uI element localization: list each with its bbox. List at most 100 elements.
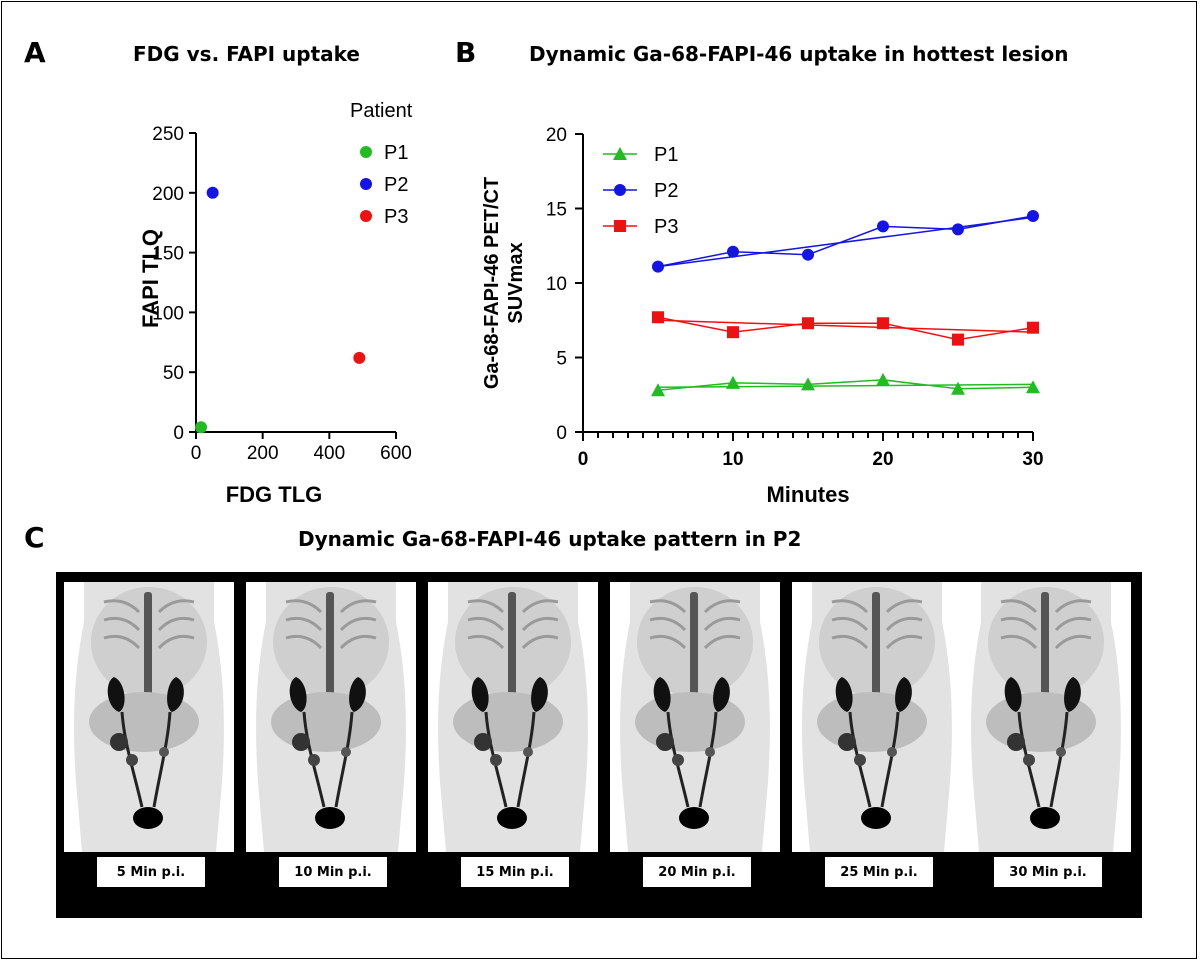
pet-image-10min xyxy=(246,582,416,852)
data-point-p3 xyxy=(652,311,664,324)
lesion xyxy=(341,747,351,757)
lesion xyxy=(308,754,320,766)
y-tick-label: 50 xyxy=(163,363,184,384)
pet-scan-image xyxy=(802,582,952,852)
rib-lines xyxy=(831,599,923,650)
legend-marker xyxy=(360,210,372,222)
lesion xyxy=(523,747,533,757)
x-tick-label: 20 xyxy=(872,449,893,470)
data-point-p3 xyxy=(802,317,814,330)
left-kidney xyxy=(835,677,853,712)
legend-marker xyxy=(614,220,626,232)
data-point-p2 xyxy=(877,220,889,233)
abdomen-region xyxy=(635,692,745,752)
legend-marker xyxy=(613,147,627,160)
pet-image-strip: 5 Min p.i. 10 Min p.i. 15 Min p.i. 20 Mi… xyxy=(56,572,1142,918)
pet-image-25min xyxy=(792,582,962,852)
right-kidney xyxy=(1064,677,1081,712)
legend-title: Patient xyxy=(350,100,413,122)
data-point-p2 xyxy=(652,260,664,273)
frame-label-10min: 10 Min p.i. xyxy=(279,857,387,887)
data-point-p1 xyxy=(651,383,665,397)
lesion xyxy=(838,733,856,751)
pet-scan-image xyxy=(620,582,770,852)
x-tick-label: 0 xyxy=(578,449,589,470)
y-tick-label: 15 xyxy=(546,200,567,221)
left-kidney xyxy=(107,677,125,712)
x-axis-title: Minutes xyxy=(766,482,849,507)
lesion xyxy=(292,733,310,751)
lesion xyxy=(854,754,866,766)
legend-marker xyxy=(360,146,372,158)
right-kidney xyxy=(713,677,730,712)
legend-marker xyxy=(614,184,626,196)
lesion xyxy=(126,754,138,766)
x-tick-label: 0 xyxy=(191,443,202,464)
panel-a-letter: A xyxy=(24,36,46,69)
x-tick-label: 30 xyxy=(1022,449,1043,470)
data-point-p3 xyxy=(952,333,964,346)
left-kidney xyxy=(289,677,307,712)
pet-image-15min xyxy=(428,582,598,852)
data-point-p3 xyxy=(877,317,889,330)
lesion xyxy=(1056,747,1066,757)
y-tick-label: 150 xyxy=(152,244,184,265)
x-tick-label: 600 xyxy=(380,443,412,464)
bladder xyxy=(679,807,709,829)
y-tick-label: 200 xyxy=(152,184,184,205)
rib-lines xyxy=(649,599,741,650)
right-kidney xyxy=(531,677,548,712)
y-tick-label: 100 xyxy=(152,303,184,324)
y-tick-label: 20 xyxy=(546,125,567,146)
pet-scan-image xyxy=(74,582,224,852)
pet-image-30min xyxy=(961,582,1131,852)
lesion xyxy=(490,754,502,766)
series-line-p3 xyxy=(657,316,1034,341)
panel-c-letter: C xyxy=(24,521,45,554)
data-point-p2 xyxy=(1027,209,1039,222)
right-kidney xyxy=(895,677,912,712)
abdomen-region xyxy=(453,692,563,752)
pet-scan-image xyxy=(256,582,406,852)
data-point-p1 xyxy=(195,421,207,434)
trend-line-p2 xyxy=(657,216,1034,268)
frame-label-5min: 5 Min p.i. xyxy=(97,857,205,887)
line-chart: 0 5 10 15 20 0 10 20 30 Minutes Ga-68-FAPI-46 PET/… xyxy=(481,125,1044,507)
data-point-p3 xyxy=(353,351,366,364)
y-axis-title: FAPI TLQ xyxy=(138,229,163,328)
panel-b-title: Dynamic Ga-68-FAPI-46 uptake in hottest … xyxy=(529,42,1069,66)
x-tick-label: 200 xyxy=(247,443,279,464)
legend-label: P1 xyxy=(654,144,678,166)
trend-line-p1 xyxy=(657,383,1034,389)
x-tick-label: 400 xyxy=(313,443,345,464)
y-tick-label: 0 xyxy=(173,423,184,444)
lesion xyxy=(1007,733,1025,751)
data-point-p1 xyxy=(951,381,965,395)
bladder xyxy=(1030,807,1060,829)
pet-scan-image xyxy=(438,582,588,852)
frame-label-20min: 20 Min p.i. xyxy=(643,857,751,887)
y-tick-label: 0 xyxy=(556,423,567,444)
bladder xyxy=(497,807,527,829)
panel-a-title: FDG vs. FAPI uptake xyxy=(133,42,360,66)
trend-line-p3 xyxy=(657,319,1034,333)
rib-lines xyxy=(1000,599,1092,650)
lesion xyxy=(705,747,715,757)
lesion xyxy=(672,754,684,766)
y-axis-title-line1: Ga-68-FAPI-46 PET/CT xyxy=(481,177,503,389)
left-kidney xyxy=(471,677,489,712)
data-point-p3 xyxy=(1027,321,1039,334)
data-point-p2 xyxy=(206,186,219,199)
data-point-p2 xyxy=(802,248,814,261)
lesion xyxy=(887,747,897,757)
lesion xyxy=(656,733,674,751)
pet-image-20min xyxy=(610,582,780,852)
x-axis-title: FDG TLG xyxy=(226,482,323,507)
data-point-p2 xyxy=(727,245,739,258)
pet-scan-image xyxy=(971,582,1121,852)
rib-lines xyxy=(285,599,377,650)
lesion xyxy=(1023,754,1035,766)
rib-lines xyxy=(103,599,195,650)
legend-label: P2 xyxy=(654,180,678,202)
